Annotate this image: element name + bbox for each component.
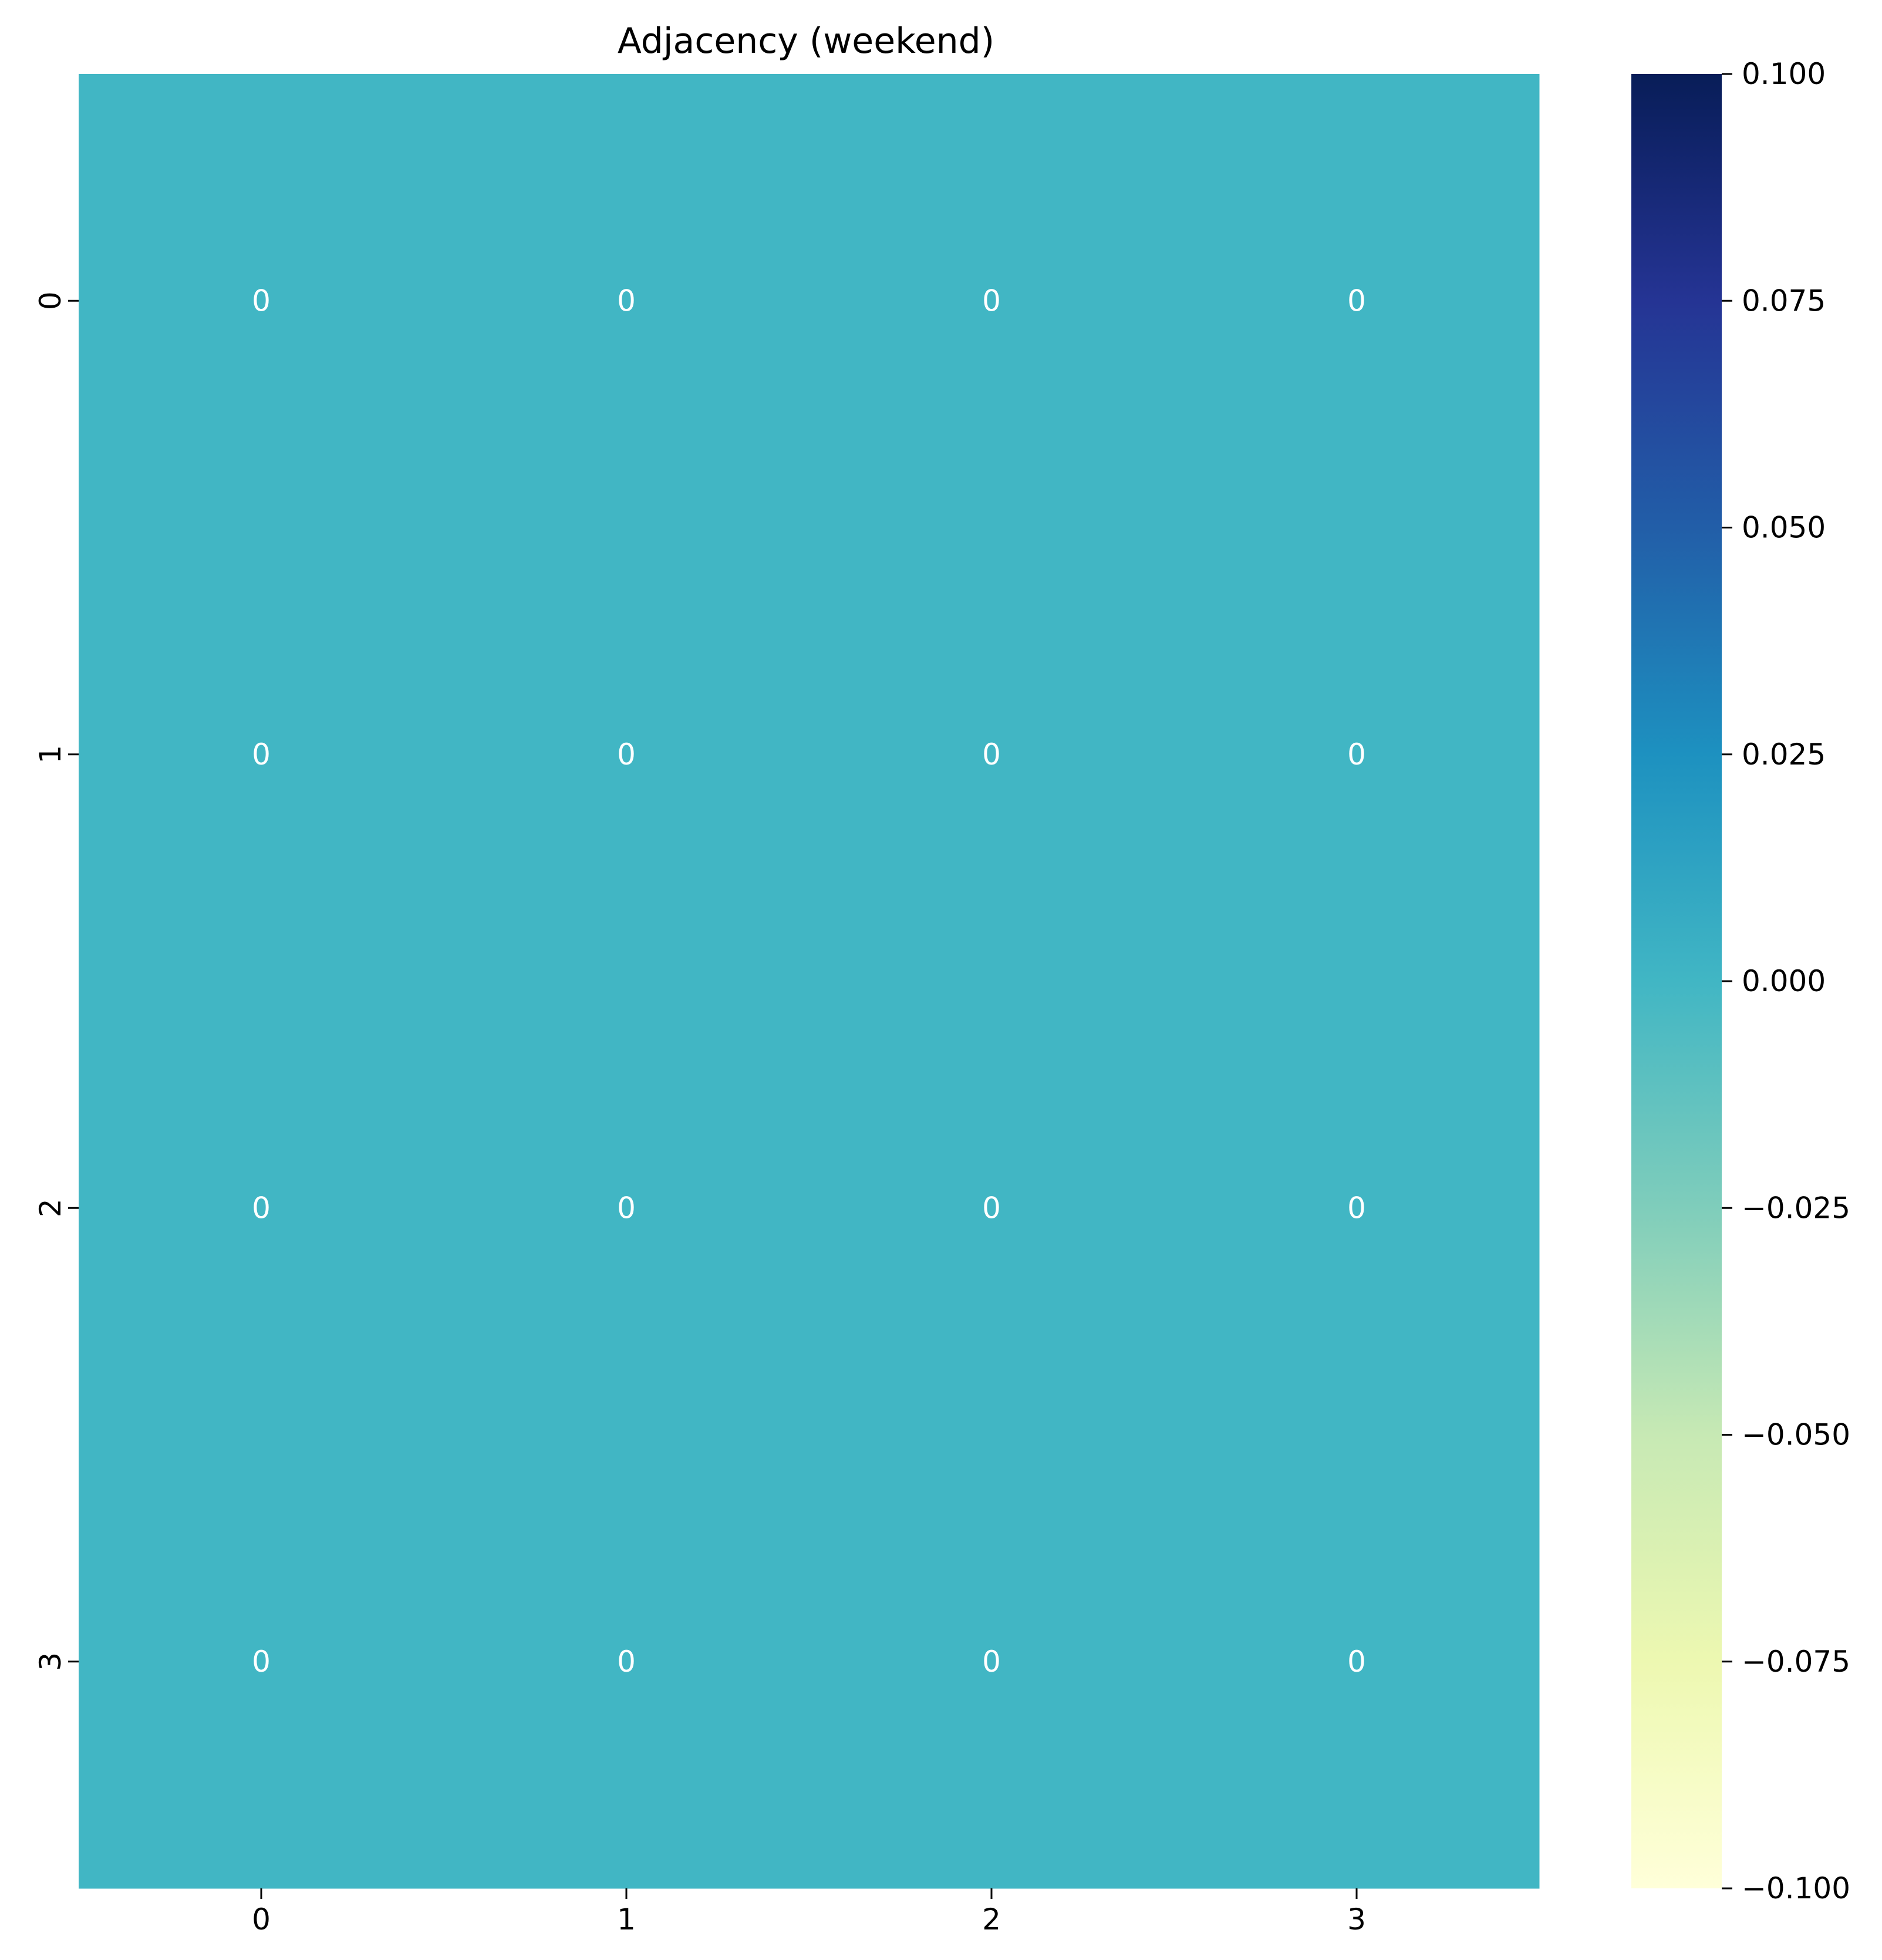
y-axis: 0 1 2 3 <box>33 291 79 1671</box>
colorbar-tick-label-2: 0.050 <box>1742 511 1826 545</box>
heatmap-cell-r1-c0 <box>79 527 444 982</box>
heatmap-cell-r2-c2 <box>809 981 1175 1435</box>
cell-annotation-r1-c0: 0 <box>252 737 271 772</box>
cell-labels: 0 0 0 0 0 0 0 0 0 0 0 0 0 0 0 0 <box>252 284 1366 1679</box>
cell-annotation-r0-c0: 0 <box>252 284 271 318</box>
cell-annotation-r1-c1: 0 <box>617 737 636 772</box>
colorbar-tick-label-0: 0.100 <box>1742 57 1826 91</box>
colorbar-axis: 0.100 0.075 0.050 0.025 0.000 −0.025 −0.050 −0.… <box>1722 57 1850 1905</box>
cell-annotation-r2-c2: 0 <box>982 1191 1001 1225</box>
heatmap-cell-r2-c3 <box>1174 981 1540 1435</box>
x-tick-label-3: 3 <box>1347 1902 1366 1937</box>
cell-annotation-r2-c1: 0 <box>617 1191 636 1225</box>
colorbar-tick-label-1: 0.075 <box>1742 284 1826 318</box>
heatmap-cell-r2-c0 <box>79 981 444 1435</box>
heatmap-cell-r1-c1 <box>444 527 810 982</box>
x-tick-label-0: 0 <box>252 1902 271 1937</box>
x-tick-label-2: 2 <box>982 1902 1001 1937</box>
heatmap-cells <box>79 74 1540 1889</box>
heatmap-cell-r0-c3 <box>1174 74 1540 528</box>
heatmap-cell-r3-c3 <box>1174 1434 1540 1889</box>
cell-annotation-r2-c3: 0 <box>1347 1191 1366 1225</box>
heatmap-cell-r0-c1 <box>444 74 810 528</box>
cell-annotation-r3-c2: 0 <box>982 1645 1001 1679</box>
cell-annotation-r1-c2: 0 <box>982 737 1001 772</box>
cell-annotation-r3-c1: 0 <box>617 1645 636 1679</box>
cell-annotation-r3-c0: 0 <box>252 1645 271 1679</box>
y-tick-label-3: 3 <box>33 1652 68 1671</box>
cell-annotation-r3-c3: 0 <box>1347 1645 1366 1679</box>
y-tick-label-2: 2 <box>33 1198 68 1217</box>
heatmap-cell-r0-c2 <box>809 74 1175 528</box>
y-tick-label-1: 1 <box>33 745 68 764</box>
colorbar-tick-label-3: 0.025 <box>1742 737 1826 772</box>
colorbar <box>1631 74 1722 1888</box>
heatmap-cell-r3-c0 <box>79 1434 444 1889</box>
heatmap-cell-r0-c0 <box>79 74 444 528</box>
colorbar-tick-label-8: −0.100 <box>1742 1871 1850 1905</box>
cell-annotation-r0-c2: 0 <box>982 284 1001 318</box>
colorbar-tick-label-6: −0.050 <box>1742 1418 1850 1452</box>
colorbar-tick-label-5: −0.025 <box>1742 1191 1850 1225</box>
cell-annotation-r0-c3: 0 <box>1347 284 1366 318</box>
cell-annotation-r1-c3: 0 <box>1347 737 1366 772</box>
heatmap-cell-r1-c3 <box>1174 527 1540 982</box>
x-axis: 0 1 2 3 <box>252 1888 1366 1937</box>
heatmap-cell-r2-c1 <box>444 981 810 1435</box>
cell-annotation-r0-c1: 0 <box>617 284 636 318</box>
heatmap-cell-r1-c2 <box>809 527 1175 982</box>
chart-title: Adjacency (weekend) <box>618 21 994 62</box>
heatmap-cell-r3-c2 <box>809 1434 1175 1889</box>
x-tick-label-1: 1 <box>617 1902 636 1937</box>
y-tick-label-0: 0 <box>33 291 68 310</box>
colorbar-tick-label-7: −0.075 <box>1742 1645 1850 1679</box>
colorbar-tick-label-4: 0.000 <box>1742 964 1826 998</box>
heatmap-cell-r3-c1 <box>444 1434 810 1889</box>
cell-annotation-r2-c0: 0 <box>252 1191 271 1225</box>
